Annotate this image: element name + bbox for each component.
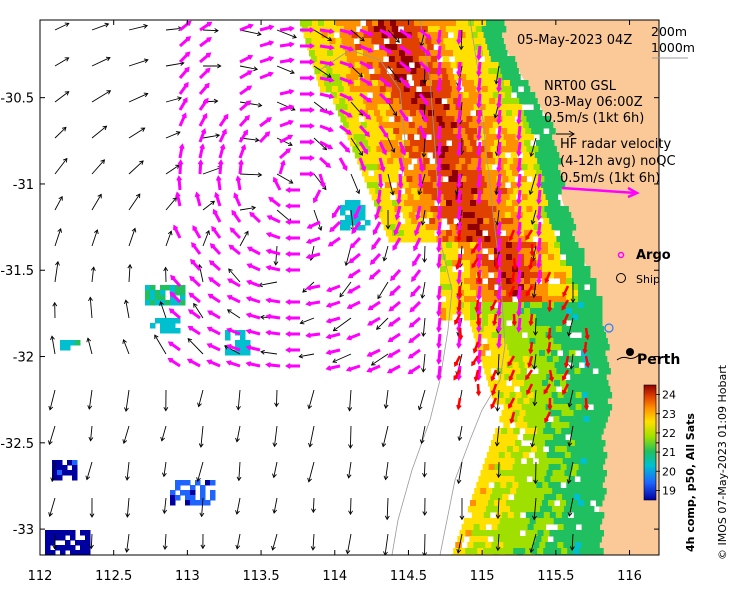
- y-axis: -30.5 -31 -31.5 -32 -32.5 -33: [0, 92, 659, 538]
- x-tick-label: 113.5: [242, 569, 279, 584]
- y-tick-label: -32.5: [0, 437, 34, 452]
- model-scale: 0.5m/s (1kt 6h): [544, 111, 644, 126]
- perth-marker[interactable]: [616, 348, 641, 361]
- model-scale-arrow: [556, 130, 575, 138]
- colorbar-tick-label: 20: [662, 465, 676, 478]
- x-tick-label: 112.5: [95, 569, 132, 584]
- contour-label-200m: 200m: [651, 24, 687, 39]
- y-tick-label: -33: [13, 523, 34, 538]
- colorbar-tick-label: 19: [662, 484, 676, 497]
- colorbar-tick-label: 21: [662, 446, 676, 459]
- radar-scale-arrow: [561, 186, 640, 199]
- argo-legend-label: Argo: [636, 248, 671, 263]
- x-tick-label: 112: [28, 569, 53, 584]
- y-tick-label: -31: [13, 178, 34, 193]
- y-tick-label: -30.5: [0, 92, 34, 107]
- date-label: 05-May-2023 04Z: [517, 33, 632, 48]
- x-tick-label: 114: [322, 569, 347, 584]
- plot-frame: [39, 19, 660, 556]
- model-current-arrows: [48, 22, 576, 555]
- ship-legend-marker: [616, 273, 626, 283]
- radar-scale: 0.5m/s (1kt 6h): [560, 171, 660, 186]
- colorbar: 19 20 21 22 23 24: [643, 384, 676, 501]
- x-axis: 112 112.5 113 113.5 114 114.5 115 115.5 116: [28, 20, 642, 584]
- credit-text: © IMOS 07-May-2023 01:09 Hobart: [716, 364, 729, 560]
- x-tick-label: 113: [175, 569, 200, 584]
- x-tick-label: 115.5: [537, 569, 574, 584]
- contour-label-1000m: 1000m: [651, 40, 695, 55]
- colorbar-title: 4h comp, p50, All Sats: [684, 413, 697, 552]
- model-name: NRT00 GSL: [544, 79, 617, 94]
- land: [500, 20, 659, 555]
- argo-legend-marker: [617, 251, 625, 259]
- colorbar-tick-label: 22: [662, 427, 676, 440]
- radar-title: HF radar velocity: [560, 137, 672, 152]
- model-time: 03-May 06:00Z: [544, 95, 643, 110]
- colorbar-tick-label: 24: [662, 389, 676, 402]
- radar-velocity-arrows: [167, 20, 542, 381]
- y-tick-label: -31.5: [0, 264, 34, 279]
- radar-averaging: (4-12h avg) noQC: [560, 154, 676, 169]
- coast-station-marker[interactable]: [604, 323, 614, 333]
- ship-legend-label: Ship: [636, 273, 660, 286]
- x-tick-label: 115: [470, 569, 495, 584]
- colorbar-tick-label: 23: [662, 408, 676, 421]
- argo-drift-arrows: [453, 229, 591, 425]
- x-tick-label: 114.5: [390, 569, 427, 584]
- y-tick-label: -32: [13, 351, 34, 366]
- x-tick-label: 116: [617, 569, 642, 584]
